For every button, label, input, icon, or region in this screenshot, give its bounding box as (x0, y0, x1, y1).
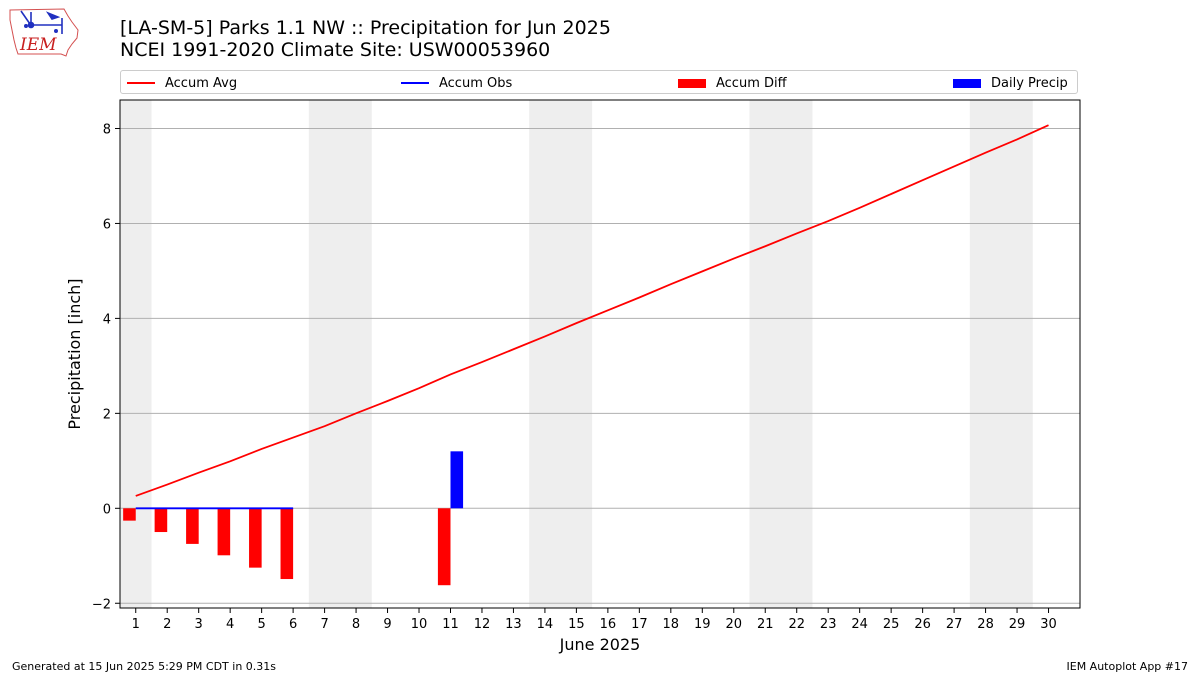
y-tick-label-2: 2 (103, 407, 111, 422)
bar-accum-diff-day-1 (123, 508, 136, 521)
y-gridlines (120, 127, 1080, 604)
weather-station-icon (20, 10, 63, 34)
x-tick-label-10: 10 (411, 617, 428, 632)
weekend-band-4 (969, 100, 1033, 608)
x-tick-label-19: 19 (694, 617, 711, 632)
legend-label-accum-diff: Accum Diff (716, 75, 787, 91)
legend-item-daily-precip: Daily Precip (953, 74, 1068, 92)
weekend-band-2 (529, 100, 593, 608)
bar-accum-diff-day-2 (154, 508, 168, 533)
bar-accum-diff-day-5 (249, 508, 262, 568)
x-tick-label-1: 1 (132, 617, 140, 632)
bar-accum-diff-day-3 (186, 508, 199, 544)
x-tick-label-26: 26 (914, 617, 931, 632)
legend-swatch-accum-avg (127, 82, 155, 84)
line-marks (135, 124, 1049, 510)
chart-legend: Accum Avg Accum Obs Accum Diff Daily Pre… (120, 70, 1078, 94)
x-tick-label-7: 7 (320, 617, 328, 632)
y-tick-label-8: 8 (103, 122, 111, 137)
x-tick-label-28: 28 (977, 617, 994, 632)
chart-title: [LA-SM-5] Parks 1.1 NW :: Precipitation … (120, 17, 611, 39)
legend-swatch-accum-diff (678, 78, 706, 88)
legend-label-daily-precip: Daily Precip (991, 75, 1068, 91)
x-tick-label-5: 5 (257, 617, 265, 632)
legend-label-accum-avg: Accum Avg (165, 75, 238, 91)
x-tick-label-14: 14 (537, 617, 554, 632)
x-tick-label-12: 12 (474, 617, 491, 632)
y-tick-label-4: 4 (103, 312, 111, 327)
legend-item-accum-avg: Accum Avg (127, 74, 237, 92)
x-tick-label-17: 17 (631, 617, 648, 632)
x-tick-label-25: 25 (883, 617, 900, 632)
legend-swatch-accum-obs (401, 82, 429, 84)
legend-item-accum-diff: Accum Diff (678, 74, 787, 92)
x-tick-label-8: 8 (352, 617, 360, 632)
x-tick-label-16: 16 (600, 617, 617, 632)
y-axis-ticks: −2 0 2 4 6 8 (92, 122, 120, 612)
y-tick-label-6: 6 (103, 217, 111, 232)
bar-daily-precip-day-11 (450, 451, 464, 509)
x-tick-label-9: 9 (383, 617, 391, 632)
chart-subtitle: NCEI 1991-2020 Climate Site: USW00053960 (120, 39, 551, 61)
y-tick-label-0: 0 (103, 502, 111, 517)
x-tick-label-13: 13 (505, 617, 522, 632)
x-tick-label-4: 4 (226, 617, 234, 632)
weekend-band-3 (749, 100, 813, 608)
x-tick-label-2: 2 (163, 617, 171, 632)
footer-app-text: IEM Autoplot App #17 (1066, 660, 1189, 673)
x-tick-label-24: 24 (851, 617, 868, 632)
weekend-shading (120, 100, 1033, 608)
x-tick-label-3: 3 (195, 617, 203, 632)
weekend-band-0 (120, 100, 152, 608)
x-tick-label-11: 11 (442, 617, 459, 632)
bar-marks (123, 451, 464, 586)
x-tick-label-30: 30 (1040, 617, 1057, 632)
footer-generated-text: Generated at 15 Jun 2025 5:29 PM CDT in … (12, 660, 277, 673)
legend-label-accum-obs: Accum Obs (439, 75, 513, 91)
weekend-band-1 (308, 100, 372, 608)
x-tick-label-18: 18 (663, 617, 680, 632)
x-tick-label-27: 27 (946, 617, 963, 632)
y-tick-label--2: −2 (92, 597, 111, 612)
bar-accum-diff-day-11 (437, 508, 451, 586)
x-tick-label-22: 22 (788, 617, 805, 632)
iem-logo: IEM (9, 8, 79, 57)
bar-accum-diff-day-4 (217, 508, 231, 556)
line-accum-avg (135, 124, 1049, 497)
x-tick-label-20: 20 (725, 617, 742, 632)
x-tick-label-23: 23 (820, 617, 837, 632)
x-tick-label-29: 29 (1009, 617, 1026, 632)
x-tick-label-21: 21 (757, 617, 774, 632)
bar-accum-diff-day-6 (280, 508, 294, 580)
y-axis-label: Precipitation [inch] (65, 278, 84, 429)
legend-swatch-daily-precip (953, 78, 981, 88)
iem-logo-text: IEM (19, 35, 57, 55)
x-axis-ticks: 1 2 3 4 5 6 7 8 9 10 11 12 13 14 15 16 17 18 19 20 21 22 23 24 2… (132, 608, 1057, 632)
x-axis-label: June 2025 (559, 635, 641, 654)
legend-item-accum-obs: Accum Obs (401, 74, 512, 92)
x-tick-label-15: 15 (568, 617, 585, 632)
plot-frame (119, 99, 1081, 609)
x-tick-label-6: 6 (289, 617, 297, 632)
